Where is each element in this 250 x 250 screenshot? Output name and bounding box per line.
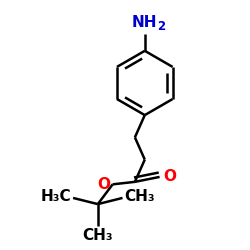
Text: NH: NH (132, 15, 157, 30)
Text: 2: 2 (157, 20, 165, 33)
Text: CH₃: CH₃ (124, 190, 155, 204)
Text: H₃C: H₃C (40, 190, 71, 204)
Text: O: O (97, 177, 110, 192)
Text: CH₃: CH₃ (82, 228, 113, 243)
Text: O: O (163, 170, 176, 184)
